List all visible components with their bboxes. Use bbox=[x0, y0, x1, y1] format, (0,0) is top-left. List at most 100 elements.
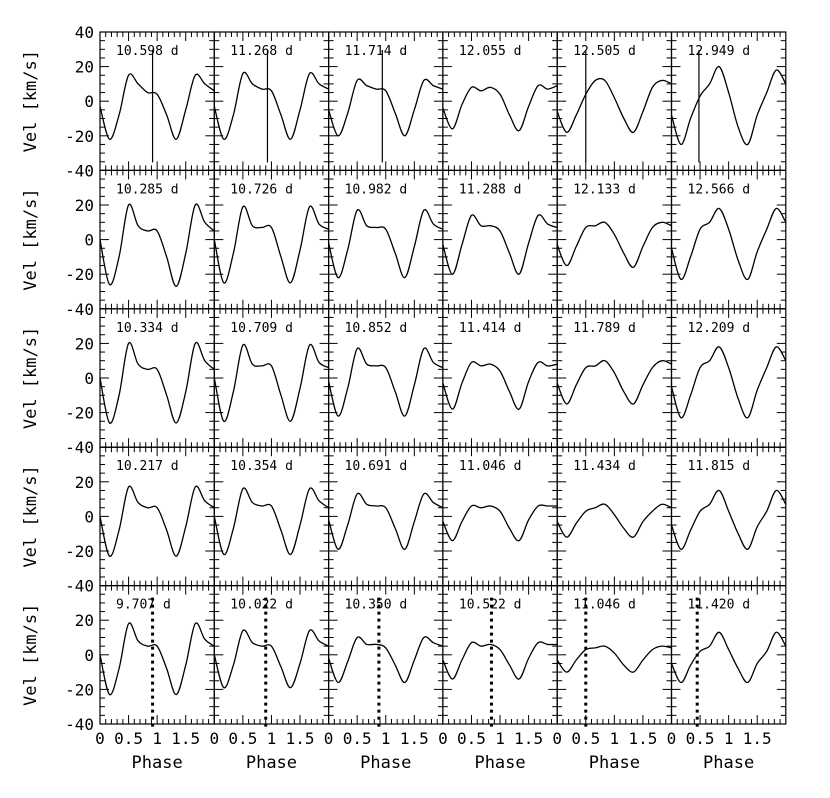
y-tick-label: 20 bbox=[75, 196, 94, 215]
panel-r4-c2: 10.354 d bbox=[213, 446, 330, 587]
x-tick-label: 1 bbox=[267, 729, 277, 748]
panel-date-label: 9.707 d bbox=[116, 598, 171, 613]
panel-r3-c1: 10.334 d bbox=[99, 308, 215, 448]
y-tick-label: 0 bbox=[84, 231, 94, 250]
x-tick-label: 1 bbox=[381, 729, 391, 748]
x-axis-label: Phase bbox=[246, 753, 297, 773]
y-tick-label: -40 bbox=[65, 161, 94, 180]
panel-date-label: 11.046 d bbox=[459, 459, 522, 474]
x-tick-label: 0.5 bbox=[686, 729, 715, 748]
velocity-curve bbox=[556, 77, 672, 133]
velocity-curve bbox=[213, 629, 329, 689]
velocity-curve bbox=[442, 504, 558, 542]
panel-r5-c1: 9.707 d bbox=[99, 584, 215, 728]
y-tick-label: -40 bbox=[65, 715, 94, 734]
y-tick-label: -20 bbox=[65, 127, 94, 146]
x-tick-label: 1 bbox=[152, 729, 162, 748]
x-axis-label: Phase bbox=[132, 753, 183, 773]
velocity-curve bbox=[670, 65, 787, 146]
panel-r4-c4: 11.046 d bbox=[442, 446, 558, 587]
velocity-curve bbox=[99, 622, 215, 696]
panel-date-label: 11.434 d bbox=[573, 459, 636, 474]
velocity-curve bbox=[99, 203, 215, 287]
x-tick-label: 0 bbox=[95, 729, 105, 748]
y-tick-label: -20 bbox=[65, 265, 94, 284]
x-tick-label: 1.5 bbox=[400, 729, 429, 748]
x-axis-label: Phase bbox=[703, 753, 754, 773]
panel-date-label: 10.354 d bbox=[230, 459, 293, 474]
x-tick-label: 0.5 bbox=[228, 729, 257, 748]
y-axis-label: Vel [km/s] bbox=[21, 604, 41, 706]
panel-r2-c4: 11.288 d bbox=[442, 169, 558, 310]
x-tick-label: 0 bbox=[209, 729, 219, 748]
x-tick-label: 1 bbox=[610, 729, 620, 748]
panel-date-label: 10.709 d bbox=[230, 321, 293, 336]
panel-date-label: 10.691 d bbox=[345, 459, 408, 474]
panel-date-label: 10.982 d bbox=[345, 182, 408, 197]
velocity-curve bbox=[99, 485, 215, 557]
velocity-curve bbox=[327, 636, 444, 684]
y-tick-label: -40 bbox=[65, 577, 94, 596]
x-tick-label: 1.5 bbox=[628, 729, 657, 748]
panel-date-label: 10.285 d bbox=[116, 182, 179, 197]
velocity-curve bbox=[442, 361, 558, 410]
y-tick-label: -20 bbox=[65, 542, 94, 561]
x-tick-label: 1.5 bbox=[171, 729, 200, 748]
velocity-curve bbox=[442, 214, 558, 275]
panel-r5-c2: 10.022 d bbox=[213, 584, 330, 728]
velocity-curve bbox=[327, 347, 444, 417]
panel-date-label: 11.288 d bbox=[459, 182, 522, 197]
velocity-curve bbox=[556, 503, 672, 538]
panel-r4-c3: 10.691 d bbox=[327, 446, 444, 587]
panels-layer: 10.598 d 11.268 d 11.714 d 12.055 d 12.505 d… bbox=[99, 31, 787, 728]
x-tick-label: 1 bbox=[724, 729, 734, 748]
x-tick-label: 1.5 bbox=[514, 729, 543, 748]
y-tick-label: -40 bbox=[65, 300, 94, 319]
y-tick-label: -20 bbox=[65, 404, 94, 423]
panel-date-label: 12.209 d bbox=[688, 321, 751, 336]
x-tick-label: 0.5 bbox=[571, 729, 600, 748]
panel-date-label: 10.334 d bbox=[116, 321, 179, 336]
x-tick-label: 0.5 bbox=[114, 729, 143, 748]
panel-date-label: 10.598 d bbox=[116, 44, 179, 59]
panel-date-label: 10.522 d bbox=[459, 598, 522, 613]
velocity-curve bbox=[670, 631, 787, 684]
axes-text-layer: -40 -20 0 20 40 Vel [km/s] -40 -20 0 20 Vel [km/s]… bbox=[21, 23, 772, 773]
panel-r2-c1: 10.285 d bbox=[99, 169, 215, 310]
velocity-curve bbox=[327, 208, 444, 279]
velocity-curve bbox=[556, 645, 672, 673]
y-tick-label: -20 bbox=[65, 680, 94, 699]
panel-r4-c6: 11.815 d bbox=[670, 446, 787, 587]
velocity-curve bbox=[327, 78, 444, 137]
panel-r1-c6: 12.949 d bbox=[670, 31, 787, 171]
panel-r3-c4: 11.414 d bbox=[442, 308, 558, 448]
velocity-curve bbox=[327, 492, 444, 550]
panel-r3-c3: 10.852 d bbox=[327, 308, 444, 448]
panel-r4-c1: 10.217 d bbox=[99, 446, 215, 587]
panel-date-label: 12.133 d bbox=[573, 182, 636, 197]
panel-r5-c5: 11.046 d bbox=[556, 584, 673, 728]
x-tick-label: 1.5 bbox=[743, 729, 772, 748]
panel-r5-c3: 10.350 d bbox=[327, 584, 444, 728]
velocity-curve bbox=[556, 359, 672, 405]
y-tick-label: 0 bbox=[84, 92, 94, 111]
x-tick-label: 1.5 bbox=[286, 729, 315, 748]
panel-date-label: 11.046 d bbox=[573, 598, 636, 613]
velocity-curve bbox=[213, 343, 329, 422]
velocity-curve bbox=[556, 221, 672, 268]
x-axis-label: Phase bbox=[360, 753, 411, 773]
velocity-curve bbox=[213, 205, 329, 284]
x-tick-label: 1 bbox=[495, 729, 505, 748]
panel-date-label: 11.815 d bbox=[688, 459, 751, 474]
panel-r2-c3: 10.982 d bbox=[327, 169, 444, 310]
velocity-curve bbox=[213, 71, 329, 140]
velocity-curve bbox=[213, 487, 329, 556]
panel-r3-c5: 11.789 d bbox=[556, 308, 673, 448]
x-tick-label: 0 bbox=[552, 729, 562, 748]
panel-date-label: 11.414 d bbox=[459, 321, 522, 336]
velocity-curve bbox=[670, 489, 787, 550]
panel-date-label: 10.022 d bbox=[230, 598, 293, 613]
x-tick-label: 0 bbox=[667, 729, 677, 748]
panel-r2-c6: 12.566 d bbox=[670, 169, 787, 310]
velocity-curve bbox=[99, 341, 215, 424]
